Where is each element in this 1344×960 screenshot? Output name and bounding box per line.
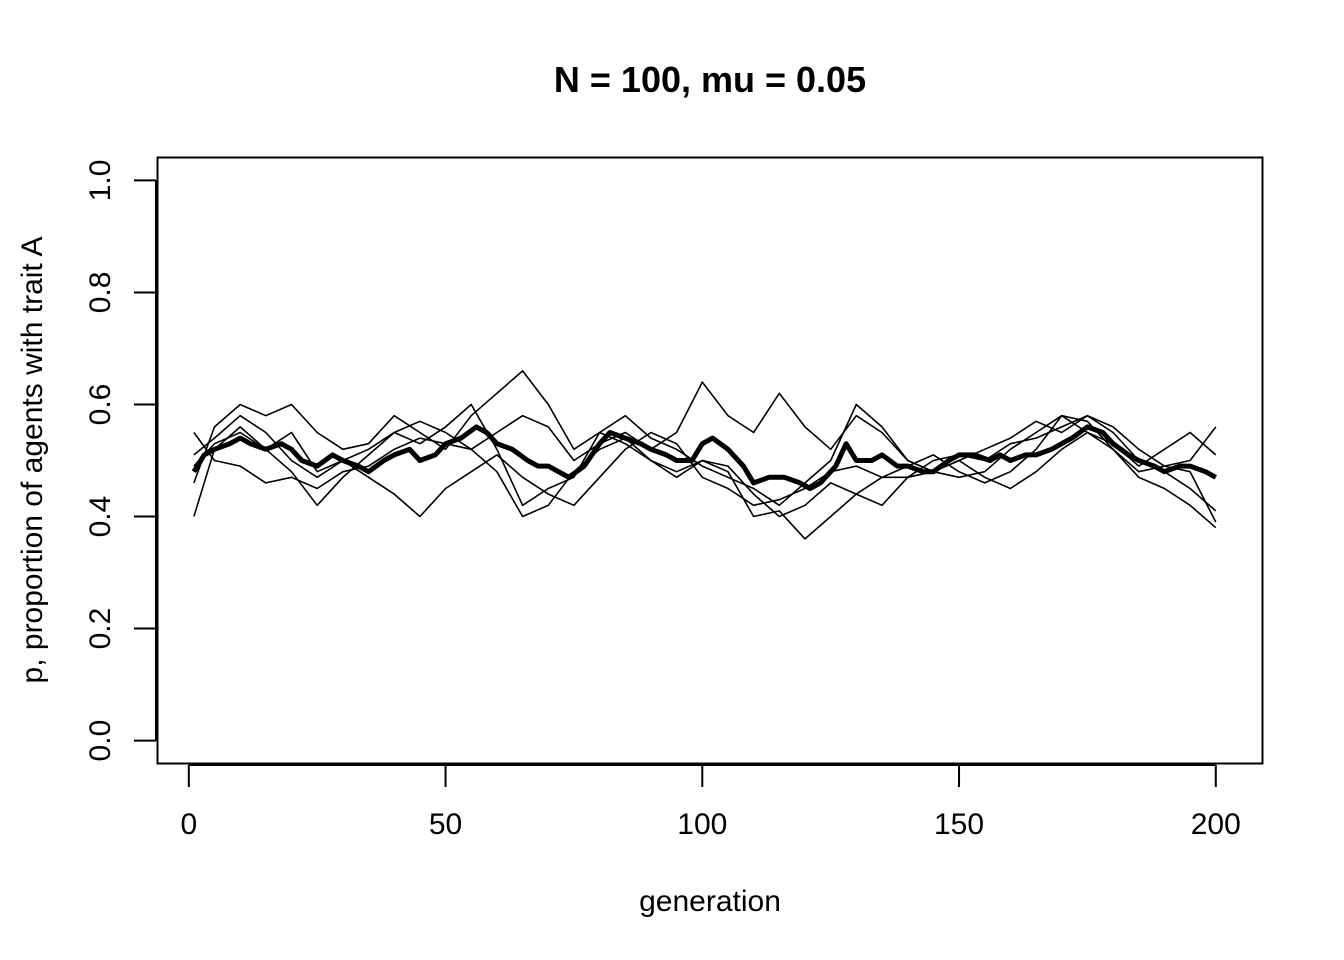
x-tick-label: 0 [180,808,197,841]
y-tick-label: 0.6 [84,384,117,426]
series-lines [191,370,1217,540]
x-tick-label: 150 [934,808,984,841]
series-line-run-5 [193,414,1217,518]
y-tick-label: 0.8 [84,272,117,314]
y-tick-label: 0.2 [84,608,117,650]
x-tick-label: 50 [429,808,462,841]
y-tick-label: 0.0 [84,720,117,762]
series-line-run-2 [193,370,1217,540]
chart-title: N = 100, mu = 0.05 [554,59,866,100]
series-line-run-3 [193,381,1217,529]
series-line-mean [191,424,1217,491]
x-tick-label: 100 [677,808,727,841]
x-axis: 0 50 100 150 200 [180,764,1241,841]
x-tick-label: 200 [1191,808,1241,841]
plot-frame [156,156,1264,765]
y-tick-label: 0.4 [84,496,117,538]
y-tick-label: 1.0 [84,160,117,202]
x-axis-label: generation [639,885,781,918]
y-axis-label: p, proportion of agents with trait A [16,237,49,684]
series-line-run-1 [193,414,1217,518]
y-axis: 0.0 0.2 0.4 0.6 0.8 1.0 [84,160,157,762]
series-line-run-4 [193,403,1217,507]
